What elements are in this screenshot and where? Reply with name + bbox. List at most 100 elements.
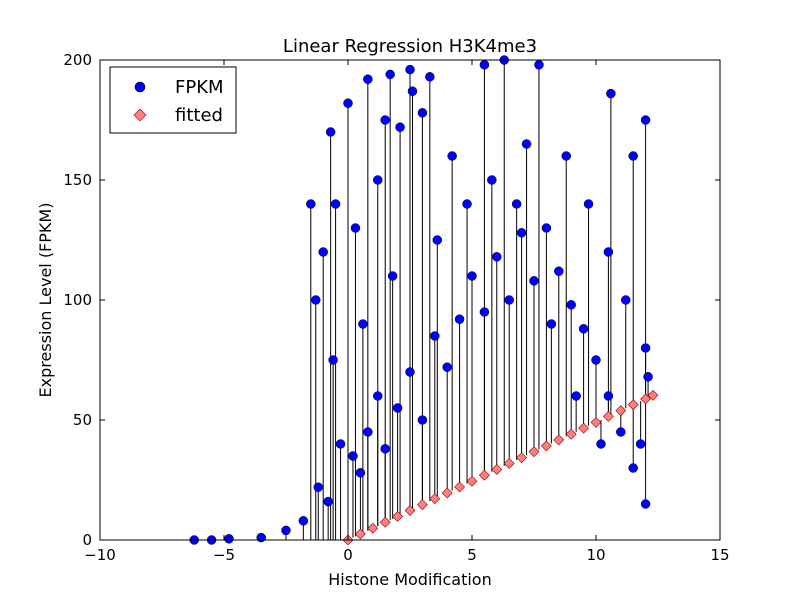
fpkm-point xyxy=(628,151,638,161)
fpkm-point xyxy=(313,482,323,492)
fpkm-point xyxy=(546,319,557,329)
fpkm-point xyxy=(516,228,527,238)
fpkm-point xyxy=(373,391,383,401)
fitted-point xyxy=(590,416,602,428)
fpkm-point xyxy=(534,60,544,70)
fpkm-point xyxy=(325,127,336,137)
x-axis-title: Histone Modification xyxy=(328,570,491,589)
fitted-point xyxy=(429,493,441,505)
fpkm-point xyxy=(479,60,490,70)
fpkm-point xyxy=(603,247,614,257)
fitted-point xyxy=(392,511,404,522)
x-tick-label: 10 xyxy=(586,546,605,564)
y-tick-label: 200 xyxy=(63,51,92,69)
fpkm-point xyxy=(583,199,594,209)
fitted-point xyxy=(528,446,540,458)
fpkm-point xyxy=(387,271,398,281)
fpkm-point xyxy=(442,362,452,372)
fpkm-point xyxy=(311,295,321,305)
fpkm-point xyxy=(385,69,395,80)
fpkm-point xyxy=(640,499,651,509)
x-tick-label: 5 xyxy=(467,546,477,564)
fitted-point xyxy=(354,528,366,540)
fitted-point xyxy=(466,475,478,487)
fpkm-point xyxy=(578,324,589,334)
fpkm-point xyxy=(298,516,309,526)
fpkm-point xyxy=(603,391,614,401)
fpkm-point xyxy=(318,247,328,257)
y-tick-label: 50 xyxy=(73,411,92,429)
fitted-point xyxy=(503,458,515,469)
fpkm-point xyxy=(363,427,373,437)
fpkm-point xyxy=(395,122,405,132)
fpkm-point xyxy=(635,439,646,449)
fpkm-point xyxy=(348,451,358,461)
fpkm-point xyxy=(405,367,415,377)
fpkm-point xyxy=(521,139,532,149)
y-tick-label: 100 xyxy=(63,291,92,309)
fpkm-point xyxy=(306,199,316,209)
residual-lines xyxy=(228,60,649,540)
fpkm-point xyxy=(541,223,552,233)
fpkm-point xyxy=(380,115,390,125)
data-points xyxy=(189,55,653,545)
fpkm-point xyxy=(616,427,626,437)
x-tick-label: 0 xyxy=(343,546,353,564)
fitted-point xyxy=(540,440,552,452)
legend-fitted-marker xyxy=(133,108,147,122)
fpkm-point xyxy=(640,115,651,125)
legend: FPKM fitted xyxy=(109,66,237,134)
x-tick-label: −10 xyxy=(84,546,116,564)
y-tick-label: 0 xyxy=(82,531,92,549)
fpkm-point xyxy=(566,300,576,310)
fpkm-point xyxy=(454,314,465,324)
fitted-point xyxy=(416,499,428,511)
fitted-point xyxy=(441,487,453,499)
y-axis-title: Expression Level (FPKM) xyxy=(36,203,55,398)
y-tick-label: 150 xyxy=(63,171,92,189)
fitted-point xyxy=(367,522,379,534)
fitted-point xyxy=(640,393,652,405)
fpkm-point xyxy=(355,468,366,478)
legend-fitted-label: fitted xyxy=(175,105,223,126)
fpkm-point xyxy=(417,415,428,425)
fitted-point xyxy=(516,452,528,464)
fitted-point xyxy=(578,422,590,434)
fitted-point xyxy=(454,481,466,493)
fitted-point xyxy=(478,469,490,481)
fitted-point xyxy=(647,389,659,401)
fpkm-point xyxy=(621,295,631,305)
fpkm-point xyxy=(281,525,291,536)
legend-fpkm-marker xyxy=(134,81,146,93)
chart-title: Linear Regression H3K4me3 xyxy=(283,36,537,57)
fpkm-point xyxy=(328,355,338,365)
fpkm-point xyxy=(330,199,341,209)
fpkm-point xyxy=(430,331,440,341)
fpkm-point xyxy=(407,86,418,96)
fpkm-point xyxy=(392,403,403,413)
fpkm-point xyxy=(591,355,601,365)
fpkm-point xyxy=(487,175,497,185)
fpkm-point xyxy=(363,74,373,84)
fpkm-point xyxy=(479,307,490,317)
fitted-point xyxy=(615,405,627,417)
fpkm-point xyxy=(628,463,638,473)
fpkm-point xyxy=(640,343,651,353)
fpkm-point xyxy=(511,199,522,209)
fitted-point xyxy=(627,399,639,411)
fpkm-point xyxy=(405,64,415,75)
y-axis: 0 50 100 150 200 xyxy=(63,51,720,549)
fpkm-point xyxy=(492,252,502,262)
fpkm-point xyxy=(224,534,234,544)
fpkm-point xyxy=(554,266,564,276)
fpkm-point xyxy=(462,199,472,209)
fpkm-point xyxy=(467,271,477,281)
fitted-points xyxy=(342,389,659,546)
fitted-point xyxy=(602,410,614,422)
fpkm-point xyxy=(256,532,266,543)
fpkm-point xyxy=(323,496,333,507)
fpkm-point xyxy=(447,151,457,161)
legend-box xyxy=(109,66,237,134)
legend-fpkm-label: FPKM xyxy=(175,77,224,98)
fitted-point xyxy=(565,428,577,440)
